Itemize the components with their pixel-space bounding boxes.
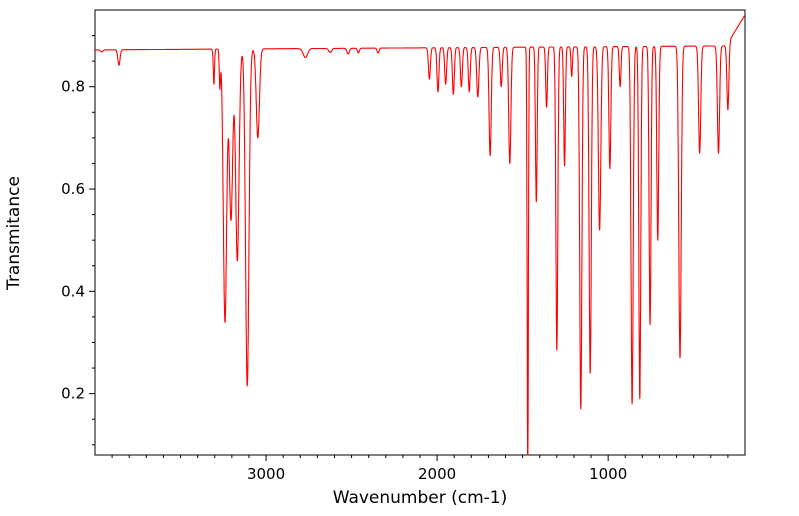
spectrum-line	[94, 14, 746, 456]
y-tick-label: 0.2	[61, 385, 85, 403]
x-tick-label: 2000	[418, 465, 456, 483]
y-tick-label: 0.6	[61, 180, 85, 198]
x-tick-label: 1000	[589, 465, 627, 483]
y-axis-label: Transmitance	[4, 176, 24, 291]
x-tick-label: 3000	[247, 465, 285, 483]
y-tick-label: 0.8	[61, 78, 85, 96]
x-axis-label: Wavenumber (cm-1)	[333, 488, 508, 508]
plot-area: 3000 2000 1000 0.2 0.4 0.6 0.8	[61, 9, 746, 483]
y-tick-label: 0.4	[61, 282, 85, 300]
